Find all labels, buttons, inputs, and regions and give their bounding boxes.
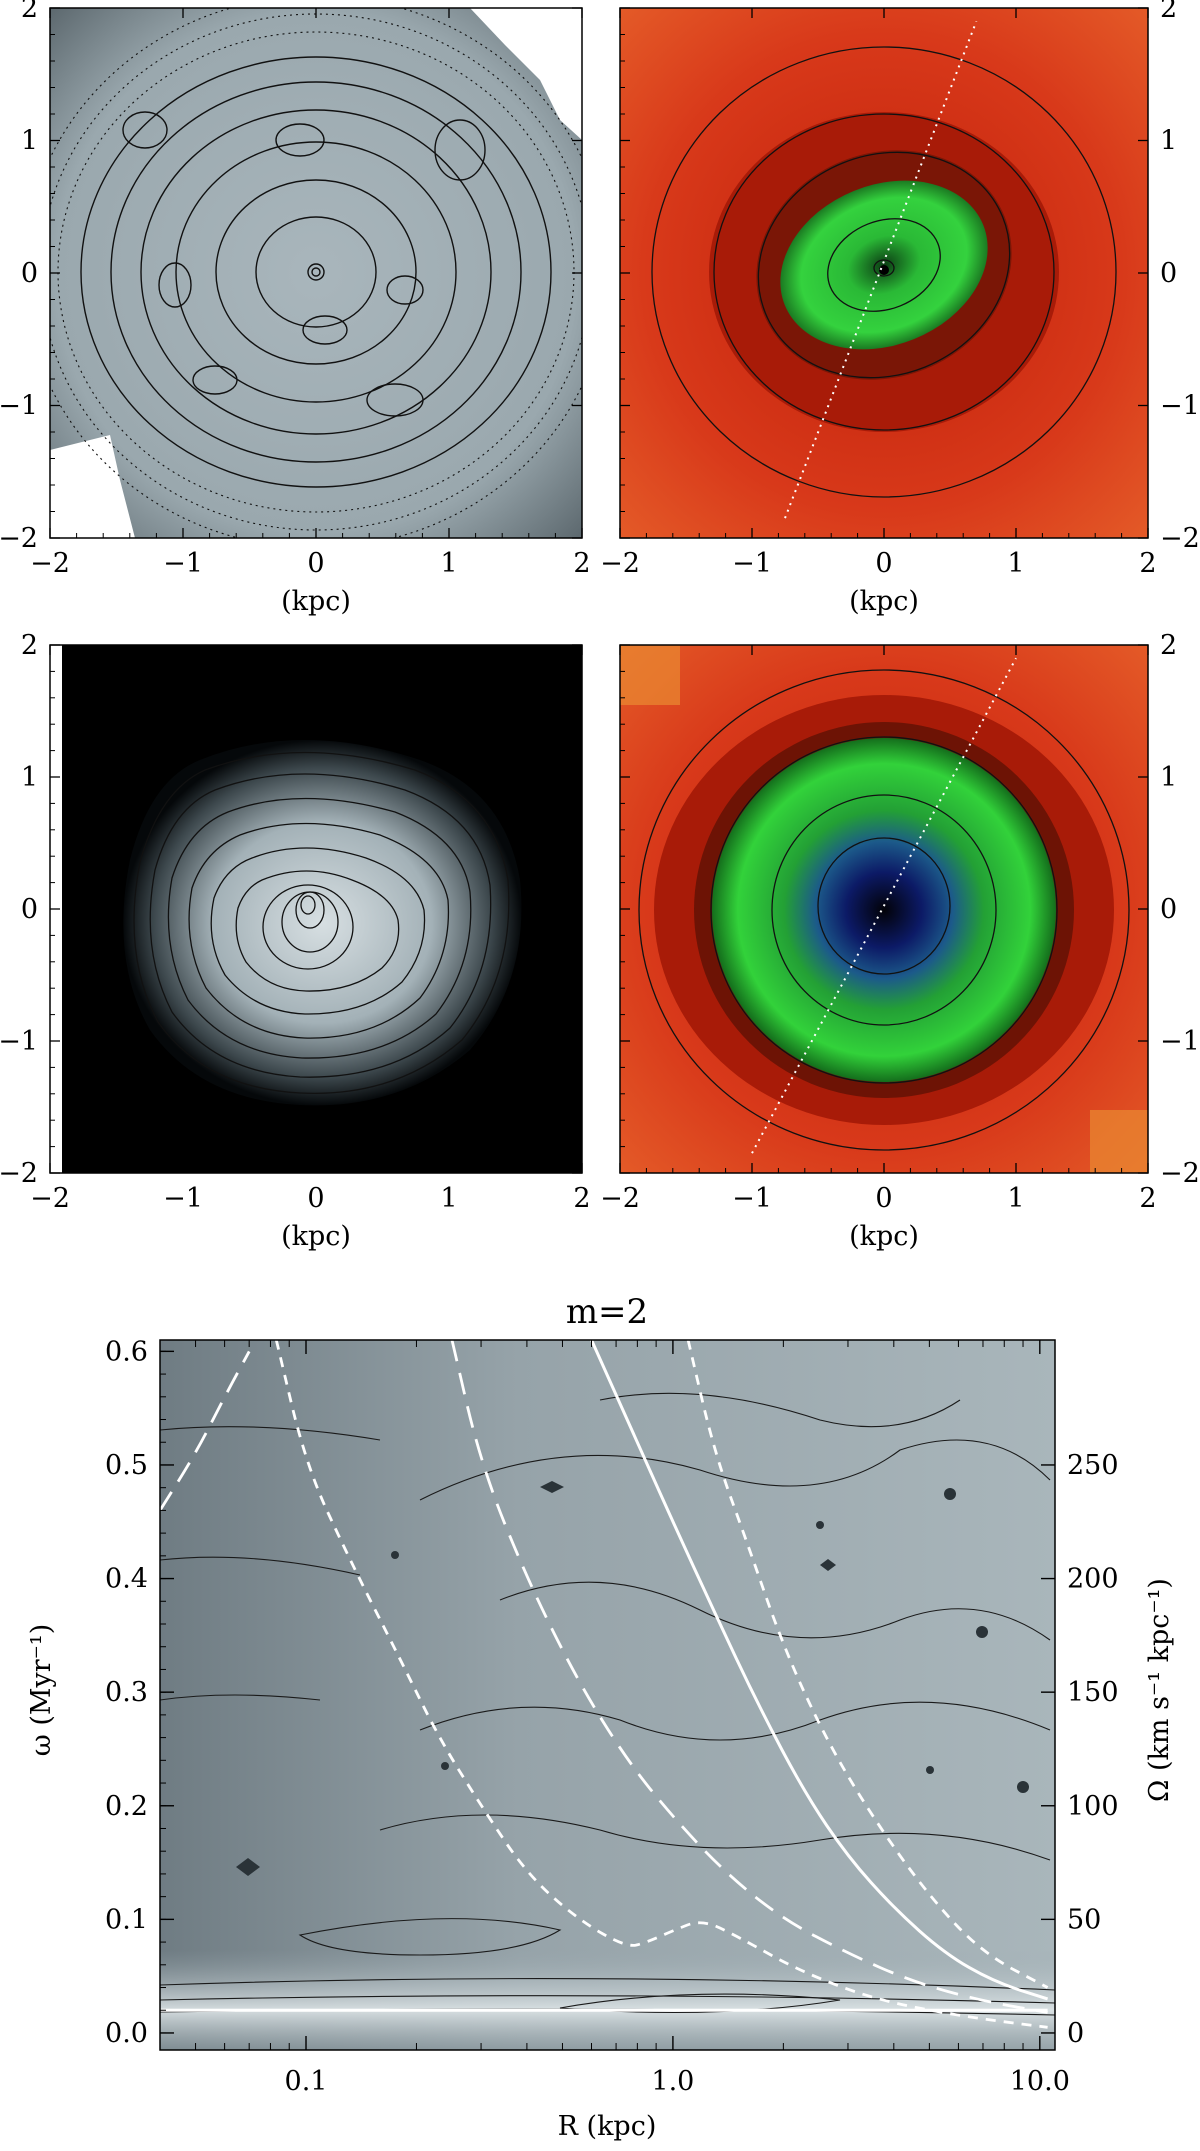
- y-tick-label: 1: [21, 126, 38, 157]
- panel-bottom-frame: [159, 1339, 1056, 2051]
- y-tick-label: 0: [21, 258, 38, 289]
- x-tick-label: 1: [440, 548, 457, 579]
- y-tick-label: 2: [1160, 0, 1177, 24]
- x-tick-label: −1: [732, 548, 772, 579]
- x-tick-label: 1.0: [651, 2066, 694, 2097]
- y-right-tick-label: 50: [1067, 1904, 1101, 1935]
- panel-bottom-ylabel: ω (Myr⁻¹): [26, 1624, 57, 1757]
- panel-bottom: m=2: [26, 1292, 1175, 2142]
- panel-middle-right-xlabel: (kpc): [849, 1221, 919, 1252]
- panel-top-right-dotted-line: [784, 20, 978, 519]
- x-tick-label: 0: [307, 1183, 324, 1214]
- x-tick-label: −1: [163, 1183, 203, 1214]
- panel-top-right: −2 −1 0 1 2 −2 −1 0 1 2 (kpc): [600, 0, 1200, 617]
- panel-middle-left: −2 −1 0 1 2 −2 −1 0 1 2 (kpc): [0, 630, 591, 1252]
- panel-bottom-right-ticks: 0 50 100 150 200 250: [1041, 1450, 1119, 2049]
- x-tick-label: 1: [1007, 548, 1024, 579]
- x-tick-label: 10.0: [1010, 2066, 1070, 2097]
- x-tick-label: 2: [1139, 548, 1156, 579]
- panel-middle-left-y-ticks: −2 −1 0 1 2: [0, 630, 582, 1189]
- y-tick-label: 1: [1160, 126, 1177, 157]
- x-tick-label: 0: [307, 548, 324, 579]
- x-tick-label: −2: [30, 548, 70, 579]
- x-tick-label: 2: [573, 1183, 590, 1214]
- y-tick-label: −2: [1160, 1158, 1200, 1189]
- panel-top-left: −2 −1 0 1 2 −2 −1 0 1 2 (kpc): [0, 0, 591, 617]
- y-tick-label: 1: [1160, 762, 1177, 793]
- panel-bottom-image: [160, 1340, 1055, 2050]
- y-tick-label: 0.6: [105, 1336, 148, 1367]
- x-tick-label: −1: [163, 548, 203, 579]
- y-tick-label: 0.5: [105, 1450, 148, 1481]
- y-tick-label: 2: [21, 630, 38, 661]
- panel-middle-left-image: [50, 645, 582, 1173]
- panel-top-right-image: [620, 8, 1148, 538]
- y-tick-label: 0: [1160, 894, 1177, 925]
- y-right-tick-label: 100: [1067, 1791, 1119, 1822]
- y-tick-label: 0.1: [105, 1904, 148, 1935]
- x-tick-label: 2: [1139, 1183, 1156, 1214]
- x-tick-label: 0.1: [285, 2066, 328, 2097]
- y-tick-label: −2: [0, 1158, 38, 1189]
- x-tick-label: −2: [600, 1183, 640, 1214]
- x-tick-label: 2: [573, 548, 590, 579]
- panel-top-right-x-ticks: −2 −1 0 1 2: [600, 8, 1157, 579]
- panel-middle-right: −2 −1 0 1 2 −2 −1 0 1 2 (kpc): [600, 630, 1200, 1252]
- y-tick-label: 0.4: [105, 1564, 148, 1595]
- series-curve-short-dash: [686, 1340, 1049, 1989]
- panel-middle-right-x-ticks: −2 −1 0 1 2: [600, 645, 1157, 1214]
- y-tick-label: 0.3: [105, 1677, 148, 1708]
- panel-middle-right-dotted-line: [751, 657, 1017, 1154]
- y-tick-label: −2: [1160, 523, 1200, 554]
- y-tick-label: 0: [1160, 258, 1177, 289]
- panel-top-left-x-ticks: −2 −1 0 1 2: [30, 8, 591, 579]
- panel-middle-left-x-ticks: −2 −1 0 1 2: [30, 645, 591, 1214]
- panel-middle-right-image: [620, 645, 1148, 1173]
- panel-top-left-y-ticks: −2 −1 0 1 2: [0, 0, 582, 554]
- y-tick-label: 1: [21, 762, 38, 793]
- y-tick-label: 0.0: [105, 2018, 148, 2049]
- y-tick-label: −2: [0, 523, 38, 554]
- y-tick-label: −1: [1160, 1026, 1200, 1057]
- x-tick-label: 1: [440, 1183, 457, 1214]
- y-right-tick-label: 250: [1067, 1450, 1119, 1481]
- y-tick-label: 0.2: [105, 1791, 148, 1822]
- y-right-tick-label: 0: [1067, 2018, 1084, 2049]
- panel-bottom-x-ticks: 0.1 1.0 10.0: [195, 1340, 1070, 2097]
- panel-top-left-xlabel: (kpc): [281, 586, 351, 617]
- y-tick-label: −1: [0, 391, 38, 422]
- panel-top-right-xlabel: (kpc): [849, 586, 919, 617]
- x-tick-label: 0: [875, 1183, 892, 1214]
- y-right-tick-label: 150: [1067, 1677, 1119, 1708]
- panel-bottom-xlabel: R (kpc): [558, 2111, 657, 2142]
- y-right-tick-label: 200: [1067, 1564, 1119, 1595]
- y-tick-label: 2: [1160, 630, 1177, 661]
- x-tick-label: −1: [732, 1183, 772, 1214]
- x-tick-label: −2: [30, 1183, 70, 1214]
- series-curve-long-dash: [160, 1350, 251, 1512]
- x-tick-label: 1: [1007, 1183, 1024, 1214]
- y-tick-label: 2: [21, 0, 38, 24]
- panel-bottom-title: m=2: [566, 1292, 648, 1332]
- y-tick-label: −1: [1160, 391, 1200, 422]
- y-tick-label: 0: [21, 894, 38, 925]
- y-tick-label: −1: [0, 1026, 38, 1057]
- series-curve-long-dash: [450, 1340, 1048, 2014]
- panel-bottom-ylabel-right: Ω (km s⁻¹ kpc⁻¹): [1144, 1578, 1175, 1802]
- series-curve-short-dash: [274, 1340, 1048, 2029]
- panel-bottom-series: [160, 1340, 1049, 2029]
- panel-top-right-y-ticks: −2 −1 0 1 2: [620, 0, 1200, 554]
- x-tick-label: 0: [875, 548, 892, 579]
- panel-middle-left-xlabel: (kpc): [281, 1221, 351, 1252]
- panel-bottom-y-ticks: 0.0 0.1 0.2 0.3 0.4 0.5 0.6: [105, 1336, 174, 2049]
- series-curve-solid: [590, 1340, 1049, 2001]
- panel-top-left-image: [50, 8, 582, 538]
- x-tick-label: −2: [600, 548, 640, 579]
- panel-middle-right-y-ticks: −2 −1 0 1 2: [620, 630, 1200, 1189]
